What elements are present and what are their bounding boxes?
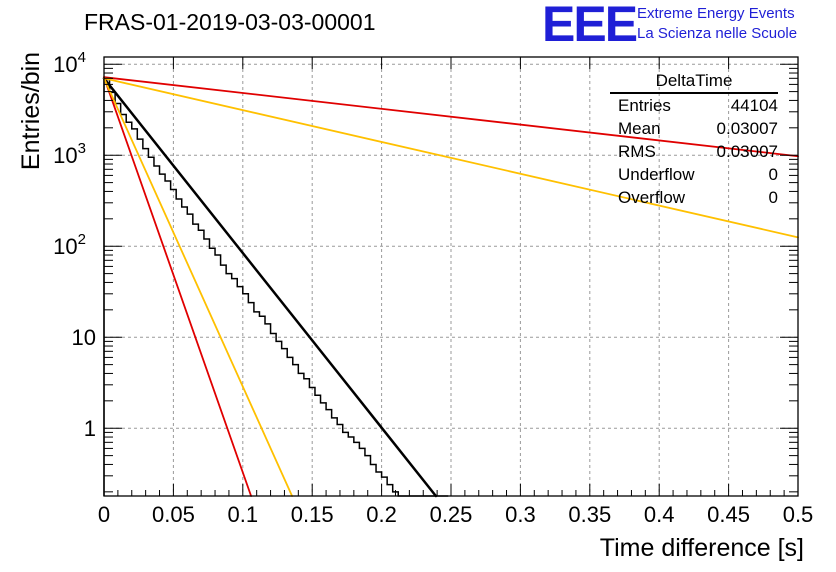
x-tick-label: 0.45 (707, 502, 750, 527)
fit-lines (102, 76, 799, 498)
x-tick-label: 0.05 (152, 502, 195, 527)
y-tick-label: 10 (72, 325, 96, 350)
y-tick-label: 103 (53, 140, 86, 168)
logo-line1: Extreme Energy Events (637, 5, 795, 22)
fit-line (103, 77, 293, 497)
y-tick-label: 104 (53, 49, 86, 77)
fit-line (102, 77, 438, 498)
stats-row-underflow: Underflow 0 (610, 163, 778, 186)
logo-line2: La Scienza nelle Scuole (637, 25, 798, 42)
stats-row-overflow: Overflow 0 (610, 186, 778, 209)
fit-line (103, 76, 252, 497)
y-axis-label: Entries/bin (17, 51, 45, 171)
stats-label: Underflow (618, 165, 695, 184)
histogram-outline (103, 78, 449, 497)
x-tick-label: 0.3 (505, 502, 536, 527)
x-tick-label: 0.4 (644, 502, 675, 527)
stats-value: 0 (768, 188, 778, 207)
fit-line (103, 76, 799, 158)
stats-label: Mean (618, 119, 661, 138)
chart-title: FRAS-01-2019-03-03-00001 (84, 9, 376, 35)
x-tick-label: 0.5 (783, 502, 814, 527)
x-axis-label: Time difference [s] (599, 534, 804, 562)
grid (104, 57, 798, 496)
stats-row-mean: Mean 0.03007 (610, 117, 778, 140)
stats-row-entries: Entries 44104 (610, 94, 778, 117)
stats-row-rms: RMS 0.03007 (610, 140, 778, 163)
x-tick-label: 0.35 (568, 502, 611, 527)
stats-value: 0 (768, 165, 778, 184)
stats-value: 0.03007 (716, 119, 778, 138)
axes: 0 0.05 0.1 0.15 0.2 0.25 0.3 0.35 0.4 0.45 0.5 1 10 1… (53, 49, 813, 527)
x-tick-label: 0.2 (366, 502, 397, 527)
y-tick-label: 1 (84, 416, 96, 441)
stats-title: DeltaTime (610, 70, 778, 94)
stats-value: 0.03007 (716, 142, 778, 161)
logo-text: Extreme Energy Events La Scienza nelle S… (637, 4, 797, 44)
stats-box: DeltaTime Entries 44104 Mean 0.03007 RMS… (610, 70, 778, 209)
stats-value: 44104 (730, 96, 778, 115)
stats-label: Entries (618, 96, 671, 115)
x-tick-label: 0.25 (430, 502, 473, 527)
x-tick-label: 0.15 (291, 502, 334, 527)
stats-label: Overflow (618, 188, 686, 207)
fit-line (103, 77, 799, 239)
x-tick-label: 0.1 (228, 502, 259, 527)
eee-logo: EEE (542, 0, 638, 52)
histogram (103, 78, 449, 497)
x-tick-label: 0 (98, 502, 110, 527)
y-tick-label: 102 (53, 231, 86, 259)
stats-label: RMS (618, 142, 656, 161)
